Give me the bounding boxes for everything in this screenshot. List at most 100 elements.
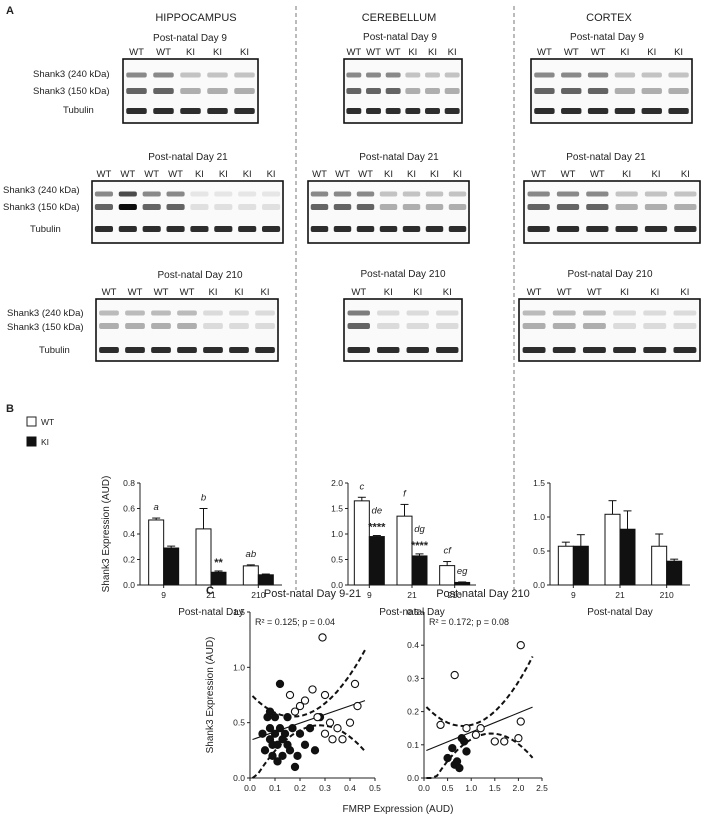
blot-label-tubulin: Tubulin <box>63 105 94 116</box>
y-tick-label: 0.2 <box>407 707 419 717</box>
blot-band-shank-150 <box>125 323 145 329</box>
blot-lane-label: WT <box>346 47 361 58</box>
blot-label-shank-240: Shank3 (240 kDa) <box>7 308 84 319</box>
blot-band-shank-240 <box>436 310 459 316</box>
blot-band-shank-150 <box>644 204 668 210</box>
blot-band-shank-150 <box>166 204 185 210</box>
scatter-point-ki <box>270 712 280 722</box>
blot-band-shank-150 <box>582 323 606 329</box>
blot-image <box>523 180 701 244</box>
blot-band-shank-150 <box>238 204 257 210</box>
y-tick-label: 2.0 <box>331 478 343 488</box>
blot-band-tubulin <box>255 347 275 353</box>
blot-band-tubulin <box>556 226 580 232</box>
blot-band-tubulin <box>402 226 421 232</box>
panel-label-a: A <box>6 5 14 17</box>
bar-ki <box>368 536 385 586</box>
scatter-point-ki <box>310 746 320 755</box>
blot-band-tubulin <box>261 226 281 232</box>
blot-band-shank-150 <box>587 88 609 94</box>
x-tick-label: 21 <box>206 590 216 600</box>
x-tick-label: 210 <box>448 590 462 600</box>
blot-lane-label: KI <box>408 47 417 58</box>
blot-lane-label: WT <box>564 47 579 58</box>
y-tick-label: 1.5 <box>533 478 545 488</box>
blot-band-tubulin <box>151 347 171 353</box>
blot-band-shank-150 <box>180 88 201 94</box>
y-tick-label: 0.0 <box>407 773 419 783</box>
x-tick-label: 0.5 <box>369 783 381 793</box>
blot-band-tubulin <box>118 226 137 232</box>
x-tick-label: 9 <box>161 590 166 600</box>
blot-label-shank-150: Shank3 (150 kDa) <box>7 322 84 333</box>
bar-chart-cortex: 0.0 0.5 1.0 1.5 9 21 210 Post-natal Day <box>533 478 690 618</box>
blot-panel-a: Post-natal Day 9 Post-natal Day 9 Post-n… <box>3 32 701 362</box>
scatter-point-ki <box>258 729 267 738</box>
blot-label-shank-240: Shank3 (240 kDa) <box>33 69 110 80</box>
y-tick-label: 0.5 <box>533 546 545 556</box>
blot-band-shank-150 <box>333 204 352 210</box>
significance-stars: **** <box>368 522 386 534</box>
x-tick-label: 0.1 <box>269 783 281 793</box>
blot-band-shank-150 <box>405 88 421 94</box>
blot-lane-label: WT <box>102 287 117 298</box>
scatter-point-wt <box>308 685 317 694</box>
x-tick-label: 210 <box>660 590 674 600</box>
blot-lane-label: KI <box>680 287 689 298</box>
bar-ki <box>257 574 274 586</box>
y-tick-label: 1.5 <box>331 504 343 514</box>
blot-band-shank-240 <box>614 72 636 78</box>
x-tick-label: 0.0 <box>418 783 430 793</box>
blot-band-shank-150 <box>142 204 161 210</box>
blot-lane-label: WT <box>587 287 602 298</box>
blot-band-shank-240 <box>534 72 555 78</box>
scatter-point-wt <box>345 718 355 727</box>
blot-band-shank-150 <box>366 88 381 94</box>
blot-day-title: Post-natal Day 21 <box>566 152 646 163</box>
scatter-point-ki <box>275 679 285 689</box>
blot-lane-label: WT <box>358 169 373 180</box>
y-tick-label: 0.5 <box>407 607 419 617</box>
blot-band-shank-240 <box>207 72 228 78</box>
scatter-point-wt <box>514 734 523 743</box>
blot-day-title: Post-natal Day 21 <box>359 152 439 163</box>
blot-band-shank-240 <box>582 310 606 316</box>
blot-band-shank-150 <box>151 323 171 329</box>
significance-letter: a <box>154 502 159 513</box>
blot-band-tubulin <box>207 108 228 114</box>
blot-band-tubulin <box>125 347 145 353</box>
blot-label-shank-150: Shank3 (150 kDa) <box>33 86 110 97</box>
confidence-band-upper <box>251 649 366 718</box>
legend-label-wt: WT <box>41 417 54 427</box>
blot-band-shank-150 <box>425 204 444 210</box>
blot-lane-label: WT <box>312 169 327 180</box>
region-title-cortex: CORTEX <box>586 12 632 24</box>
y-tick-label: 0.6 <box>123 504 135 514</box>
blot-lane-label: KI <box>453 169 462 180</box>
blot-day-title: Post-natal Day 21 <box>148 152 228 163</box>
blot-band-shank-240 <box>615 191 638 197</box>
blot-band-shank-240 <box>238 191 257 197</box>
blot-band-tubulin <box>180 108 201 114</box>
blot-band-shank-240 <box>406 310 429 316</box>
scatter-point-ki <box>273 740 282 749</box>
blot-lane-label: WT <box>335 169 350 180</box>
blot-band-shank-150 <box>586 204 609 210</box>
blot-lane-label: KI <box>213 47 222 58</box>
blot-lane-label: WT <box>154 287 169 298</box>
significance-letter: ab <box>246 549 257 560</box>
blot-band-shank-150 <box>673 323 697 329</box>
blot-band-shank-240 <box>522 310 546 316</box>
blot-band-shank-150 <box>118 204 137 210</box>
panel-label-b: B <box>6 403 14 415</box>
blot-band-tubulin <box>94 226 114 232</box>
blot-label-shank-240: Shank3 (240 kDa) <box>3 185 80 196</box>
blot-band-tubulin <box>310 226 329 232</box>
bar-ki <box>210 571 227 586</box>
blot-band-tubulin <box>190 226 209 232</box>
blot-band-tubulin <box>644 226 668 232</box>
significance-letter: de <box>372 506 383 517</box>
blot-label-tubulin: Tubulin <box>39 345 70 356</box>
legend: WT KI <box>26 416 54 447</box>
